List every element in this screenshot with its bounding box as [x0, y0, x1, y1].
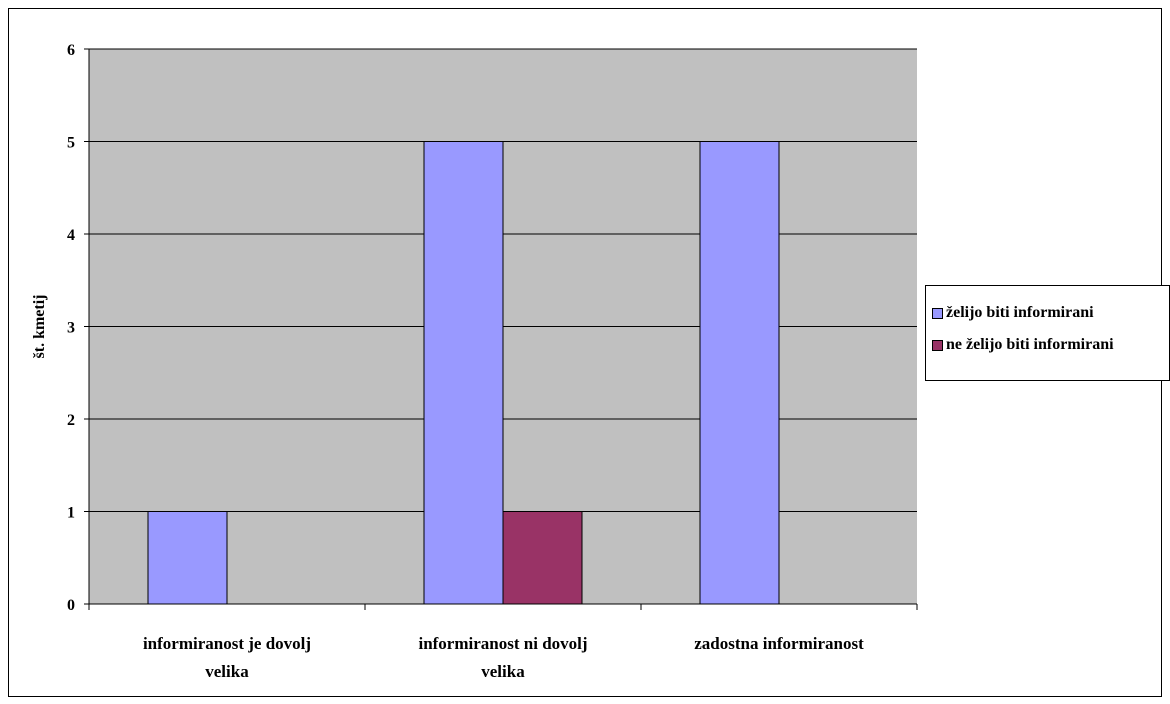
bar: [699, 141, 780, 605]
y-tick-label: 1: [67, 505, 75, 522]
x-category-label: velika: [481, 662, 525, 681]
bars: [147, 141, 780, 605]
x-category-labels: informiranost je dovolj velika informirano…: [143, 634, 864, 681]
y-axis-label: št. kmetij: [31, 295, 48, 359]
x-category-label: zadostna informiranost: [694, 634, 864, 653]
legend-item-zelijo: želijo biti informirani: [932, 303, 1094, 323]
y-tick-label: 6: [67, 42, 75, 59]
x-category-label: informiranost je dovolj: [143, 634, 311, 653]
y-tick-label: 2: [67, 412, 75, 429]
y-tick-label: 5: [67, 135, 75, 152]
legend-label-zelijo: želijo biti informirani: [946, 304, 1094, 321]
y-tick-label: 4: [67, 227, 75, 244]
y-tick-label: 3: [67, 320, 75, 337]
legend: želijo biti informirani ne želijo biti i…: [925, 285, 1170, 381]
bar: [147, 511, 228, 605]
x-category-label: velika: [205, 662, 249, 681]
bar: [502, 511, 583, 605]
legend-item-ne-zelijo: ne želijo biti informirani: [932, 335, 1114, 355]
x-category-label: informiranost ni dovolj: [418, 634, 587, 653]
legend-swatch-zelijo: [932, 307, 943, 319]
legend-swatch-ne-zelijo: [932, 339, 943, 351]
y-tick-labels: 0 1 2 3 4 5 6: [67, 42, 75, 614]
bar: [423, 141, 504, 605]
axes: [84, 48, 918, 610]
y-tick-label: 0: [67, 597, 75, 614]
legend-label-ne-zelijo: ne želijo biti informirani: [946, 336, 1114, 353]
